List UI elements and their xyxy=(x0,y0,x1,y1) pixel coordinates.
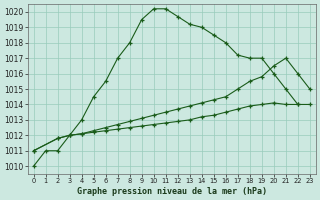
X-axis label: Graphe pression niveau de la mer (hPa): Graphe pression niveau de la mer (hPa) xyxy=(77,187,267,196)
